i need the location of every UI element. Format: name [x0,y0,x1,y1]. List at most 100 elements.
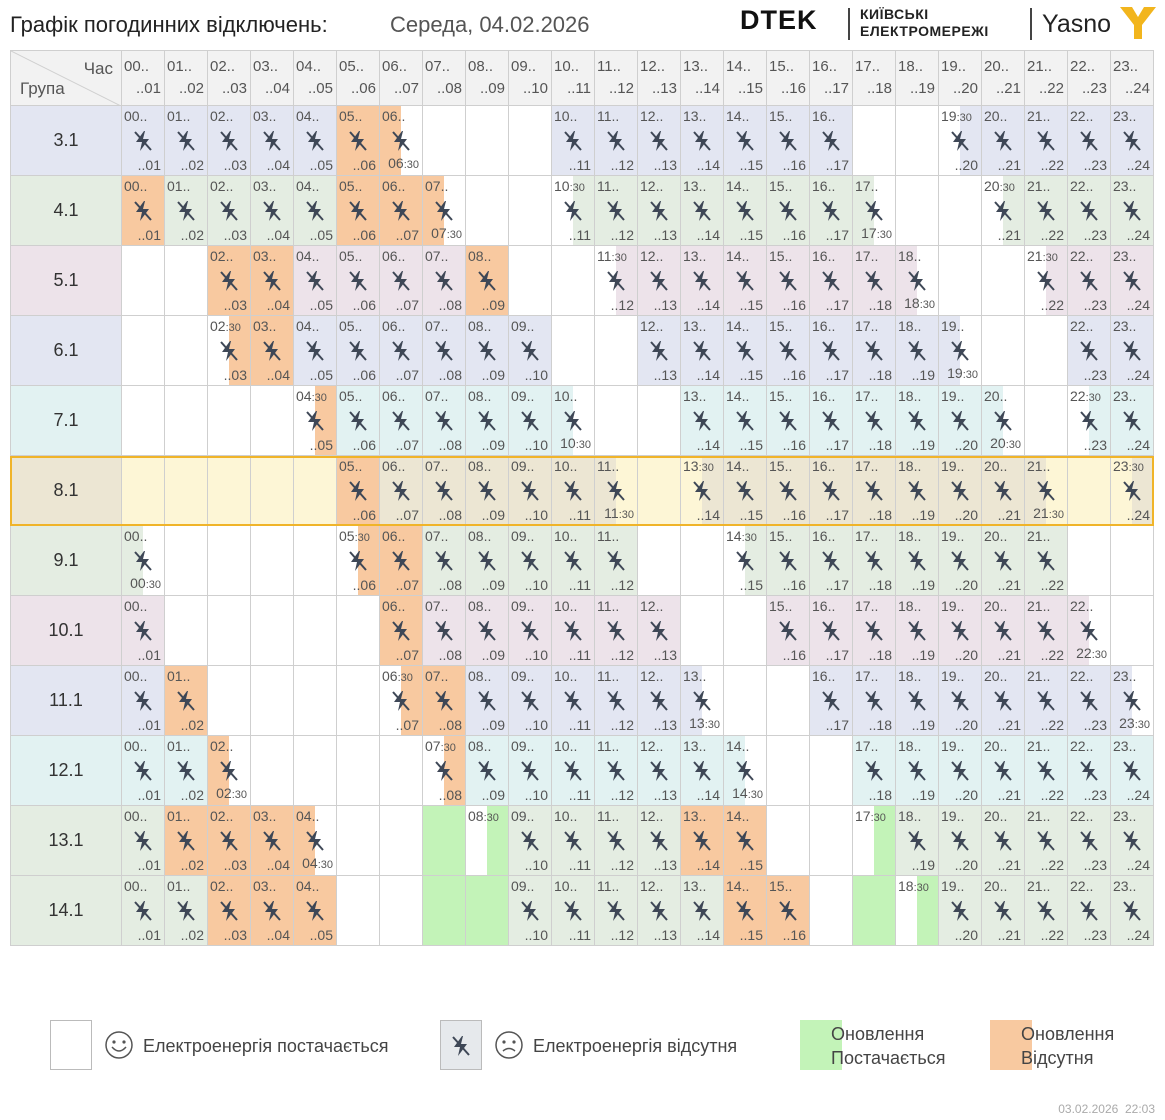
cell-end: ..01 [137,787,161,803]
schedule-date: Середа, 04.02.2026 [390,12,590,37]
schedule-cell: 12.. ..13 [638,316,681,386]
no-power-icon [779,620,797,641]
cell-end: ..18 [868,437,892,453]
schedule-cell: 01.. ..02 [165,806,208,876]
cell-end: 23:30 [1119,715,1150,731]
schedule-cell [638,526,681,596]
cell-start: 14.. [726,248,750,264]
schedule-cell: 09.. ..10 [509,386,552,456]
cell-start: 11.. [597,458,620,474]
schedule-cell: 07.. ..08 [423,596,466,666]
no-power-icon [822,340,840,361]
footer-time: 22:03 [1124,1102,1155,1116]
cell-start: 18:30 [898,878,929,894]
schedule-cell: 09.. ..10 [509,596,552,666]
cell-start: 00.. [124,178,148,194]
cell-end: ..15 [739,157,763,173]
no-power-icon [435,270,453,291]
schedule-cell: 20.. ..21 [982,736,1025,806]
schedule-cell: 18.. ..19 [896,316,939,386]
schedule-cell: 21.. ..22 [1025,666,1068,736]
no-power-icon [607,830,625,851]
cell-start: 11.. [597,108,620,124]
cell-start: 16.. [812,248,836,264]
cell-start: 19.. [941,668,965,684]
cell-start: 02.. [210,878,234,894]
no-power-icon [1037,760,1055,781]
schedule-cell: 16.. ..17 [810,666,853,736]
no-power-icon [607,270,625,291]
cell-end: ..14 [696,157,720,173]
group-row-label: 4.1 [10,176,122,246]
no-power-icon [478,690,496,711]
cell-end: ..13 [653,927,677,943]
cell-start: 21.. [1027,668,1051,684]
cell-start: 18.. [898,668,922,684]
schedule-cell: 10.. ..11 [552,806,595,876]
schedule-cell [1025,386,1068,456]
group-row-label: 14.1 [10,876,122,946]
group-row-label: 8.1 [10,456,122,526]
schedule-cell: 23.. 23:30 [1111,666,1154,736]
cell-end: ..04 [266,157,290,173]
schedule-cell [251,666,294,736]
cell-start: 14.. [726,108,750,124]
no-power-icon [478,550,496,571]
cell-end: ..02 [180,787,204,803]
no-power-icon [736,760,754,781]
no-power-icon [521,760,539,781]
cell-start: 16.. [812,458,836,474]
no-power-icon [1037,900,1055,921]
no-power-icon [865,690,883,711]
cell-end: ..16 [782,927,806,943]
cell-end: ..07 [395,647,419,663]
cell-fill [358,526,379,595]
hour-start: 18.. [898,58,924,75]
schedule-cell: 13.. ..14 [681,176,724,246]
no-power-icon [908,270,926,291]
cell-end: ..10 [524,647,548,663]
cell-start: 08.. [468,668,492,684]
cell-end: ..03 [223,227,247,243]
no-power-icon [994,480,1012,501]
no-power-icon [822,480,840,501]
schedule-cell [294,736,337,806]
cell-end: ..14 [696,507,720,523]
cell-start: 05.. [339,108,363,124]
no-power-icon [908,480,926,501]
cell-start: 04.. [296,318,320,334]
cell-end: ..10 [524,717,548,733]
cell-end: ..07 [395,437,419,453]
cell-start: 19:30 [941,108,972,124]
no-power-icon [349,550,367,571]
group-row-label: 10.1 [10,596,122,666]
cell-start: 19.. [941,878,965,894]
no-power-icon [1080,200,1098,221]
schedule-cell: 03.. ..04 [251,176,294,246]
hour-header: 20.. ..21 [982,50,1025,106]
no-power-icon [1080,130,1098,151]
cell-end: ..09 [481,647,505,663]
cell-end: ..13 [653,787,677,803]
cell-end: ..23 [1083,787,1107,803]
cell-end: 13:30 [689,715,720,731]
schedule-cell: 23.. ..24 [1111,386,1154,456]
cell-end: ..11 [568,647,591,663]
schedule-cell: 05.. ..06 [337,176,380,246]
cell-end: ..06 [352,227,376,243]
no-power-icon [564,690,582,711]
schedule-cell [509,176,552,246]
cell-end: ..13 [653,367,677,383]
no-power-icon [1037,200,1055,221]
cell-end: ..12 [610,577,634,593]
no-power-icon [349,480,367,501]
schedule-cell: 02.. ..03 [208,106,251,176]
cell-end: ..19 [911,507,935,523]
cell-end: ..05 [309,157,333,173]
logo-divider [848,8,850,40]
hour-header: 18.. ..19 [896,50,939,106]
schedule-cell: 18.. ..19 [896,456,939,526]
no-power-icon [177,830,195,851]
hour-header: 22.. ..23 [1068,50,1111,106]
schedule-cell: 16.. ..17 [810,596,853,666]
